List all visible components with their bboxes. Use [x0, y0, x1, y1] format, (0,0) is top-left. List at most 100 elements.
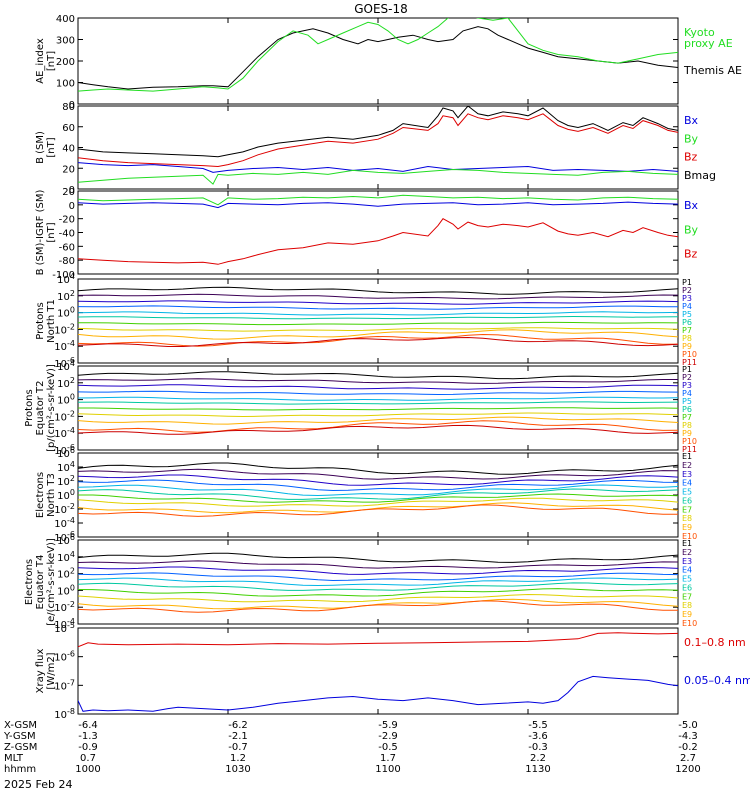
channel-line-P2 [78, 378, 678, 384]
channel-line-E5 [78, 577, 678, 587]
channel-label: E5 [682, 575, 692, 584]
y-tick-label: 102 [57, 474, 75, 488]
x-axis-row-value: -2.9 [378, 731, 398, 742]
channel-line-E7 [78, 493, 678, 503]
channel-line-P3 [78, 300, 678, 305]
x-axis-row-value: 0.7 [80, 753, 96, 764]
y-tick-label: 0 [69, 185, 75, 196]
legend-entry: Bz [684, 248, 698, 261]
channel-line-P6 [78, 401, 678, 405]
channel-label: P8 [682, 421, 692, 430]
y-tick-label: 20 [62, 187, 75, 198]
channel-line-E5 [78, 484, 678, 497]
x-axis-row-value: 1130 [525, 764, 550, 775]
x-axis-row-value: -6.2 [228, 720, 248, 731]
series-line [78, 168, 678, 185]
y-axis-label: ElectronsEquator T4[e/(cm²-s-sr-keV)] [24, 538, 57, 626]
series-line [78, 113, 678, 168]
channel-line-P9 [78, 416, 678, 425]
x-axis-row-label: Z-GSM [4, 742, 37, 753]
channel-line-P1 [78, 286, 678, 295]
channel-label: P5 [682, 397, 692, 406]
channel-line-P8 [78, 412, 678, 418]
series-line [78, 675, 678, 712]
legend-entry: proxy AE [684, 37, 733, 50]
x-axis-row-value: 1.7 [380, 753, 396, 764]
legend-entry: Bmag [684, 169, 716, 182]
channel-label: E9 [682, 610, 692, 619]
channel-line-E4 [78, 572, 678, 582]
channel-label: E3 [682, 557, 692, 566]
y-tick-label: 104 [57, 460, 75, 474]
series-line [78, 201, 678, 209]
channel-label: E10 [682, 532, 697, 541]
channel-line-E1 [78, 552, 678, 563]
channel-label: P5 [682, 310, 692, 319]
channel-line-E6 [78, 582, 678, 591]
y-axis-label: Xray flux[W/m2] [35, 649, 57, 694]
series-line [78, 218, 678, 265]
channel-label: P2 [682, 373, 692, 382]
channel-label: P7 [682, 413, 692, 422]
channel-line-E8 [78, 593, 678, 603]
channel-line-P1 [78, 371, 678, 380]
y-tick-label: 80 [62, 102, 75, 113]
channel-label: P1 [682, 365, 692, 374]
x-axis-row-value: -1.3 [78, 731, 98, 742]
x-axis-row-value: -0.7 [228, 742, 248, 753]
channel-label: E6 [682, 496, 692, 505]
channel-line-P6 [78, 315, 678, 320]
x-axis-row-label: MLT [4, 753, 24, 764]
channel-line-P4 [78, 305, 678, 310]
channel-label: P4 [682, 302, 692, 311]
y-tick-label: 100 [57, 488, 75, 502]
channel-label: E3 [682, 470, 692, 479]
y-tick-label: 104 [57, 359, 75, 373]
y-axis-label: ElectronsNorth T3 [35, 472, 57, 518]
panel-3: 104 102 100 10-2 10-4 10-6 ProtonsNorth T1 P1P2… [35, 272, 697, 370]
channel-label: P3 [682, 294, 692, 303]
y-tick-label: -20 [59, 215, 75, 226]
channel-label: E2 [682, 461, 692, 470]
legend-entry: By [684, 223, 699, 236]
y-tick-label: -100 [52, 270, 75, 281]
channel-label: E1 [682, 452, 692, 461]
y-tick-label: 104 [57, 550, 75, 564]
y-tick-label: -80 [59, 256, 75, 267]
legend-entry: 0.05–0.4 nm [684, 674, 750, 687]
channel-line-E8 [78, 497, 678, 507]
channel-label: P11 [682, 358, 697, 367]
x-axis-row-value: -6.4 [78, 720, 98, 731]
panel-frame [77, 539, 679, 625]
channel-label: P3 [682, 381, 692, 390]
channel-line-E2 [78, 560, 678, 569]
channel-label: E10 [682, 619, 697, 628]
x-axis-row-label: hhmm [4, 764, 36, 775]
y-tick-label: 106 [57, 446, 75, 460]
x-axis-row-value: 1.2 [230, 753, 246, 764]
legend-entry: Bz [684, 151, 698, 164]
x-axis-row-value: 2.2 [530, 753, 546, 764]
channel-line-P10 [78, 333, 678, 347]
channel-line-E6 [78, 488, 678, 500]
channel-line-E7 [78, 588, 678, 597]
y-tick-label: 100 [57, 306, 75, 320]
x-axis-row-label: Y-GSM [3, 731, 36, 742]
channel-label: E8 [682, 601, 692, 610]
x-axis-row-value: -2.1 [228, 731, 248, 742]
channel-line-E3 [78, 474, 678, 486]
channel-label: P4 [682, 389, 692, 398]
y-tick-label: 102 [57, 567, 75, 581]
x-axis-row-label: X-GSM [4, 720, 37, 731]
date-label: 2025 Feb 24 [4, 778, 72, 791]
series-line [78, 632, 678, 648]
channel-line-E9 [78, 502, 678, 514]
channel-label: P10 [682, 350, 697, 359]
channel-label: E7 [682, 505, 692, 514]
